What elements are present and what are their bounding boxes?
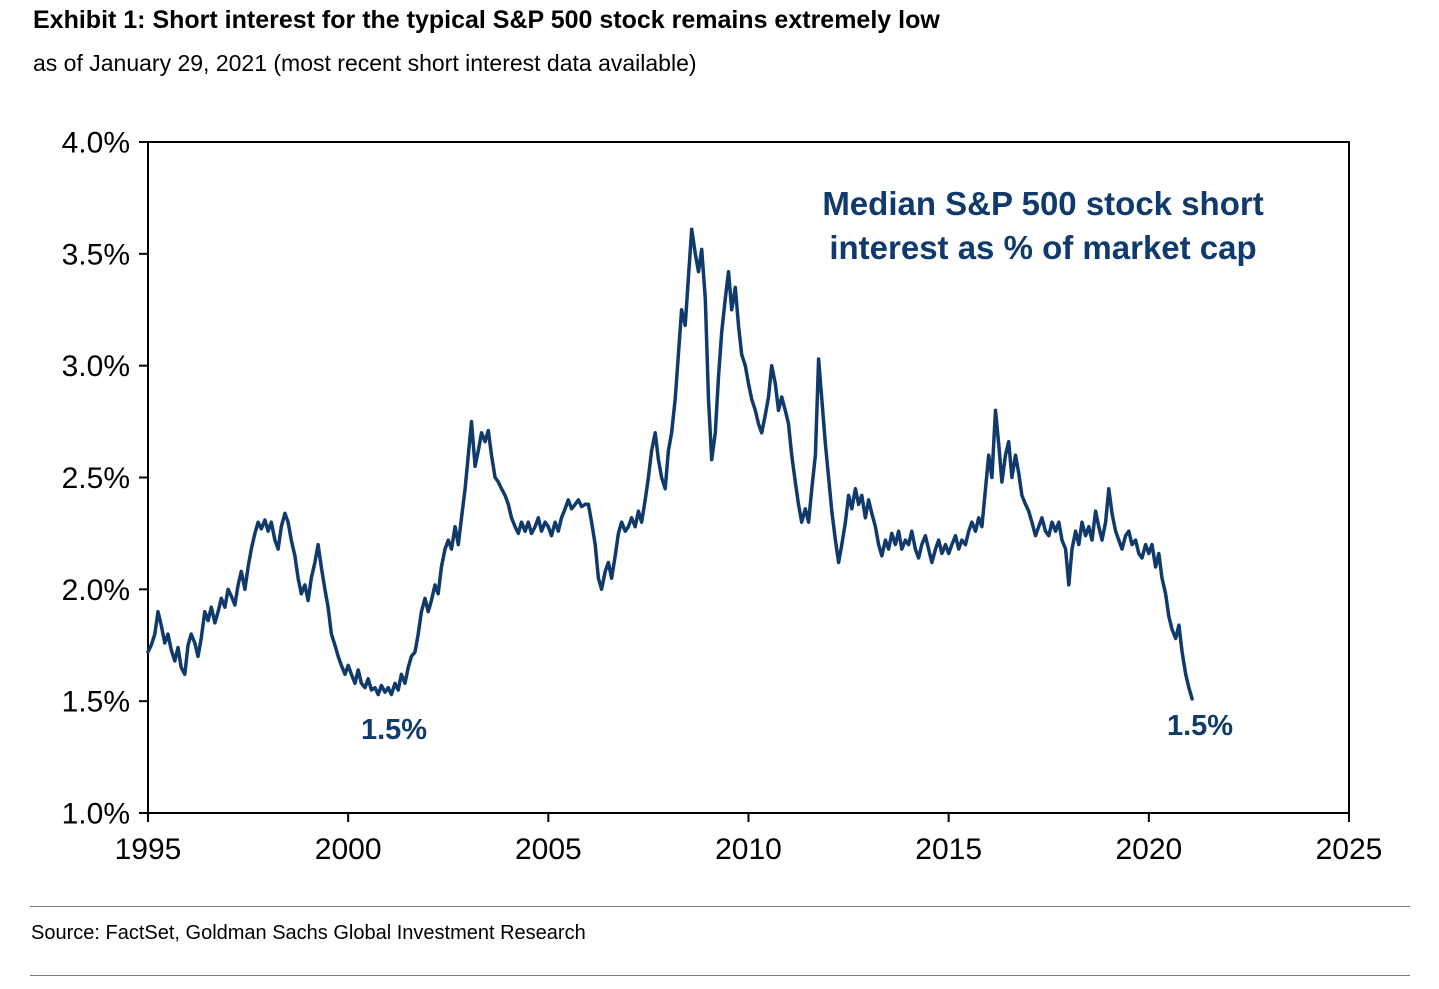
line-chart-svg: 1.0% 1.5% 2.0% 2.5% 3.0% 3.5% 4.0% 1995 2000 2005…: [62, 127, 1383, 867]
x-tick-label: 2005: [515, 833, 582, 866]
y-tick-label: 3.0%: [62, 350, 130, 383]
x-tick-label: 1995: [115, 833, 182, 866]
series-annotation: Median S&P 500 stock short interest as %…: [822, 185, 1264, 267]
x-tick-label: 2015: [915, 833, 982, 866]
x-tick-label: 2000: [315, 833, 382, 866]
footer-divider-bottom: [30, 975, 1410, 976]
low-point-label-2000: 1.5%: [360, 714, 428, 746]
y-tick-label: 3.5%: [62, 238, 130, 271]
series-path: [146, 227, 1194, 701]
exhibit-title: Exhibit 1: Short interest for the typica…: [33, 6, 940, 34]
source-note: Source: FactSet, Goldman Sachs Global In…: [31, 922, 586, 944]
exhibit-subtitle: as of January 29, 2021 (most recent shor…: [33, 50, 697, 76]
y-tick-label: 1.0%: [62, 798, 130, 831]
low-point-label-2021: 1.5%: [1166, 710, 1234, 742]
x-tick-label: 2010: [715, 833, 782, 866]
y-tick-label: 4.0%: [62, 127, 130, 160]
y-tick-label: 2.5%: [62, 462, 130, 495]
y-tick-label: 1.5%: [62, 686, 130, 719]
y-tick-label: 2.0%: [62, 574, 130, 607]
footer-divider-top: [30, 906, 1410, 907]
x-tick-label: 2020: [1115, 833, 1182, 866]
x-tick-label: 2025: [1316, 833, 1383, 866]
